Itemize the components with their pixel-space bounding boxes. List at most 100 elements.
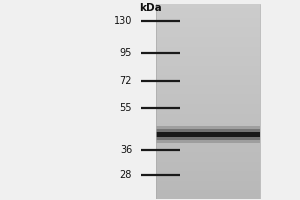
Bar — [156, 42, 260, 43]
Text: 130: 130 — [114, 16, 132, 26]
Bar — [156, 148, 260, 149]
Bar — [156, 51, 260, 52]
Bar — [156, 72, 260, 73]
Bar — [156, 40, 260, 41]
Bar — [156, 30, 260, 31]
Bar — [156, 45, 260, 46]
Bar — [156, 36, 260, 37]
Bar — [156, 109, 260, 110]
Bar — [156, 114, 260, 115]
Bar — [156, 22, 260, 23]
Bar — [156, 78, 260, 79]
Bar — [156, 93, 260, 94]
Bar — [156, 122, 260, 123]
Bar — [156, 95, 260, 96]
Bar — [156, 150, 260, 151]
Bar — [156, 8, 260, 9]
Bar — [156, 27, 260, 28]
Bar — [156, 162, 260, 163]
Bar — [156, 75, 260, 76]
Bar — [156, 170, 260, 171]
Bar — [156, 144, 260, 145]
Bar — [156, 100, 260, 101]
Bar — [156, 85, 260, 86]
Bar — [156, 153, 260, 154]
Text: 28: 28 — [120, 170, 132, 180]
Bar — [156, 20, 260, 21]
Bar — [156, 79, 260, 80]
Bar — [156, 81, 260, 82]
Bar — [156, 66, 260, 67]
Bar — [156, 190, 260, 191]
Bar — [156, 29, 260, 30]
Bar — [156, 6, 260, 7]
Bar — [156, 38, 260, 39]
Bar — [156, 71, 260, 72]
Bar — [156, 165, 260, 166]
Bar — [156, 180, 260, 181]
Bar — [156, 34, 260, 35]
Bar — [156, 158, 260, 159]
Bar — [156, 132, 260, 133]
Bar — [156, 185, 260, 186]
Bar — [156, 119, 260, 120]
Bar — [156, 55, 260, 56]
Bar — [156, 80, 260, 81]
Bar — [156, 174, 260, 175]
Bar — [156, 155, 260, 156]
Bar — [156, 187, 260, 188]
Bar — [156, 186, 260, 187]
Bar — [156, 125, 260, 126]
Bar — [156, 58, 260, 59]
Bar — [156, 172, 260, 173]
Bar — [156, 196, 260, 197]
Bar — [156, 98, 260, 99]
Bar — [156, 198, 260, 199]
Bar — [156, 132, 260, 137]
Bar — [156, 7, 260, 8]
Bar — [156, 82, 260, 83]
Bar — [156, 96, 260, 97]
Bar — [156, 52, 260, 53]
Bar — [156, 126, 260, 143]
Bar — [156, 182, 260, 183]
Bar — [156, 176, 260, 177]
Bar — [156, 43, 260, 44]
Bar — [156, 62, 260, 63]
Bar — [156, 115, 260, 116]
Bar — [156, 139, 260, 140]
Bar — [156, 44, 260, 45]
Bar — [156, 161, 260, 162]
Bar — [156, 131, 260, 132]
Bar — [156, 89, 260, 90]
Bar — [156, 54, 260, 55]
Bar — [156, 12, 260, 13]
Bar — [156, 24, 260, 25]
Bar — [156, 60, 260, 61]
Bar — [156, 121, 260, 122]
Bar — [156, 49, 260, 50]
Bar — [156, 18, 260, 19]
Bar — [156, 177, 260, 178]
Bar — [156, 101, 260, 102]
Bar — [156, 181, 260, 182]
Bar — [156, 17, 260, 18]
Bar — [156, 118, 260, 119]
Bar — [156, 140, 260, 141]
Bar — [156, 102, 260, 103]
Bar — [156, 130, 260, 131]
Bar — [156, 70, 260, 71]
Text: 55: 55 — [120, 103, 132, 113]
Text: kDa: kDa — [139, 3, 161, 13]
Bar — [156, 84, 260, 85]
Bar — [156, 28, 260, 29]
Bar — [156, 41, 260, 42]
Bar — [156, 35, 260, 36]
Bar — [156, 138, 260, 139]
Bar — [156, 91, 260, 92]
Bar — [156, 111, 260, 112]
Bar — [156, 87, 260, 88]
Bar — [156, 151, 260, 152]
Bar — [156, 129, 260, 130]
Bar — [156, 128, 260, 129]
